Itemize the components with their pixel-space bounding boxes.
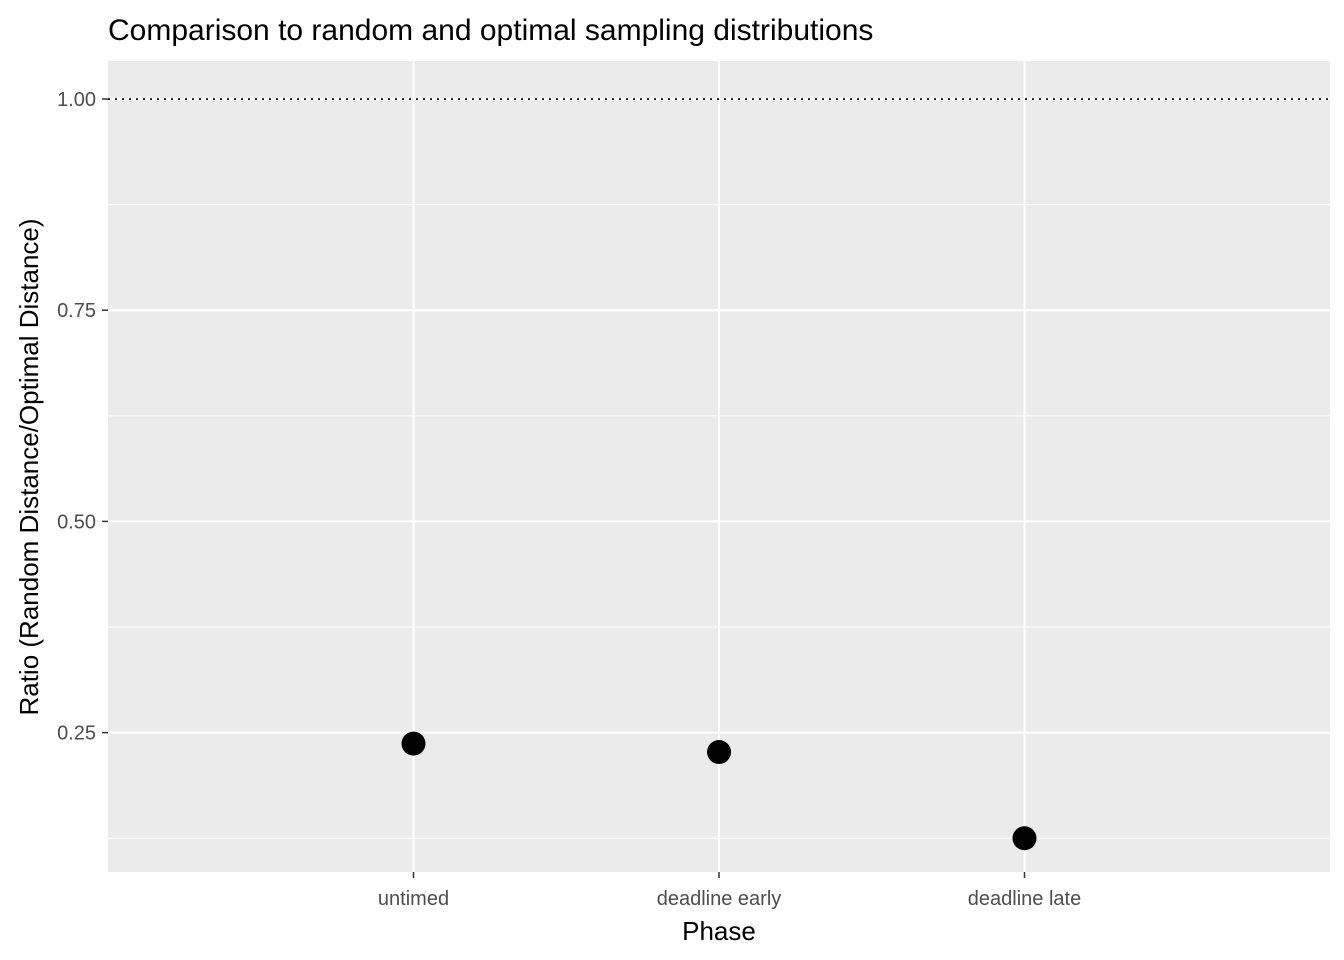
chart-title: Comparison to random and optimal samplin…	[108, 14, 873, 47]
data-point	[707, 740, 731, 765]
data-point	[401, 731, 426, 756]
x-axis: untimed deadline early deadline late	[378, 872, 1081, 910]
data-points	[401, 731, 1037, 851]
x-axis-title: Phase	[682, 916, 756, 946]
y-tick-label: 1.00	[57, 89, 96, 111]
x-tick-label: deadline early	[657, 888, 782, 910]
y-tick-label: 0.50	[57, 511, 96, 533]
data-point	[1012, 826, 1037, 851]
y-tick-label: 0.25	[57, 723, 96, 745]
y-tick-label: 0.75	[57, 300, 96, 322]
x-tick-label: deadline late	[968, 888, 1081, 910]
y-axis-title: Ratio (Random Distance/Optimal Distance)	[14, 218, 44, 715]
y-axis: 0.25 0.50 0.75 1.00	[57, 89, 108, 745]
x-tick-label: untimed	[378, 888, 449, 910]
